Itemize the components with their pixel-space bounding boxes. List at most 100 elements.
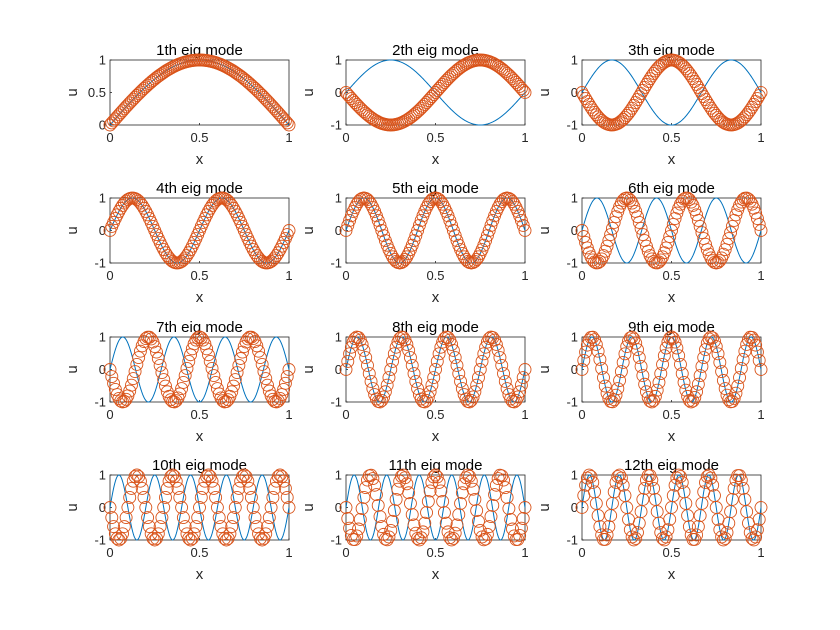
data-point-marker <box>230 491 244 504</box>
data-point-marker <box>236 345 249 359</box>
data-point-marker <box>477 347 491 361</box>
data-point-marker <box>280 491 294 504</box>
y-axis-label: u <box>64 503 81 511</box>
y-axis-label: u <box>300 88 317 96</box>
data-point-marker <box>498 481 512 495</box>
series-markers <box>339 468 532 547</box>
data-point-marker <box>255 533 269 547</box>
data-point-marker <box>339 224 353 237</box>
data-point-marker <box>511 390 525 404</box>
data-point-marker <box>377 390 391 404</box>
data-point-marker <box>219 533 233 547</box>
data-point-marker <box>597 371 610 385</box>
data-point-marker <box>369 392 383 406</box>
series-markers <box>103 53 296 132</box>
data-point-marker <box>636 228 650 242</box>
data-point-marker <box>387 347 401 361</box>
x-tick-label: 0.5 <box>662 545 680 560</box>
y-tick-label: 0 <box>335 85 342 100</box>
data-point-marker <box>412 218 426 232</box>
data-point-marker <box>359 351 373 364</box>
data-point-marker <box>282 363 296 376</box>
data-point-marker <box>248 511 262 524</box>
data-point-marker <box>702 468 716 482</box>
data-point-marker <box>690 528 704 542</box>
data-point-marker <box>361 358 374 372</box>
data-point-marker <box>184 533 198 547</box>
series-markers <box>103 330 296 409</box>
data-point-marker <box>259 527 273 541</box>
data-point-marker <box>266 253 280 267</box>
data-point-marker <box>151 352 165 365</box>
data-point-marker <box>695 359 709 373</box>
data-point-marker <box>128 90 142 104</box>
data-point-marker <box>400 250 414 264</box>
x-tick-label: 0.5 <box>662 130 680 145</box>
data-point-marker <box>151 527 165 541</box>
data-point-marker <box>427 371 441 385</box>
data-point-marker <box>690 208 704 222</box>
data-point-marker <box>454 375 468 388</box>
x-tick-label: 1 <box>757 545 764 560</box>
data-point-marker <box>602 234 616 247</box>
data-point-marker <box>749 338 763 352</box>
data-point-marker <box>164 393 178 407</box>
x-tick-label: 0 <box>106 268 113 283</box>
data-point-marker <box>178 369 192 383</box>
data-point-marker <box>691 214 705 227</box>
data-point-marker <box>491 343 505 357</box>
data-point-marker <box>137 491 151 504</box>
data-point-marker <box>600 239 614 253</box>
data-point-marker <box>200 470 214 484</box>
data-point-marker <box>364 468 378 482</box>
data-point-marker <box>271 246 285 260</box>
series-line <box>581 474 762 541</box>
data-point-marker <box>613 468 627 482</box>
x-tick-label: 0 <box>106 545 113 560</box>
data-point-marker <box>704 251 718 265</box>
data-point-marker <box>452 367 466 381</box>
data-point-marker <box>103 501 117 514</box>
data-point-marker <box>716 533 730 547</box>
data-point-marker <box>679 383 693 397</box>
data-point-marker <box>472 250 485 264</box>
data-point-marker <box>146 531 160 545</box>
y-axis-label: u <box>64 88 81 96</box>
data-point-marker <box>377 229 391 243</box>
data-point-marker <box>429 468 442 482</box>
data-point-marker <box>420 506 433 520</box>
data-point-marker <box>500 66 514 80</box>
data-point-marker <box>738 344 752 358</box>
data-point-marker <box>364 197 378 211</box>
data-point-marker <box>614 471 628 485</box>
data-point-marker <box>344 340 358 354</box>
y-tick-label: 0 <box>571 362 578 377</box>
data-point-marker <box>182 246 196 260</box>
subplot-title: 8th eig mode <box>392 319 479 336</box>
data-point-marker <box>754 363 768 376</box>
x-tick-label: 1 <box>521 545 528 560</box>
data-point-marker <box>407 108 421 122</box>
data-point-marker <box>159 491 172 504</box>
data-point-marker <box>681 191 695 205</box>
data-point-marker <box>720 237 734 251</box>
data-point-marker <box>157 501 171 514</box>
x-tick-label: 0.5 <box>426 130 444 145</box>
data-point-marker <box>243 77 257 91</box>
data-point-marker <box>752 89 766 103</box>
y-tick-label: 1 <box>99 53 106 68</box>
data-point-marker <box>201 468 215 482</box>
data-point-marker <box>706 331 720 345</box>
data-point-marker <box>169 474 183 488</box>
data-point-marker <box>445 218 459 232</box>
data-point-marker <box>223 527 237 541</box>
y-axis-label: u <box>300 503 317 511</box>
data-point-marker <box>352 99 365 113</box>
data-point-marker <box>150 345 163 359</box>
data-point-marker <box>674 357 687 371</box>
series-markers <box>339 191 532 270</box>
data-point-marker <box>484 510 498 524</box>
